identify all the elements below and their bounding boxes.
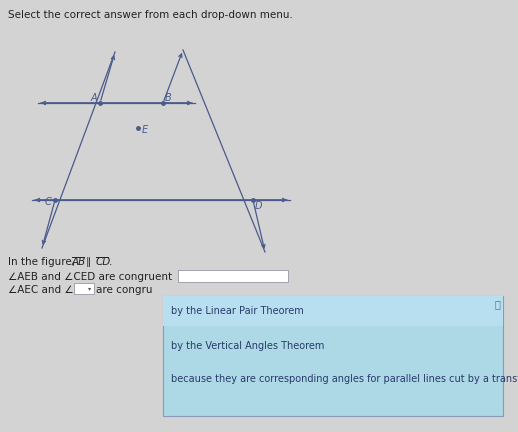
Text: CD: CD: [96, 257, 111, 267]
FancyBboxPatch shape: [163, 296, 503, 416]
Text: Select the correct answer from each drop-down menu.: Select the correct answer from each drop…: [8, 10, 293, 20]
Text: B: B: [165, 93, 171, 103]
Text: by the Vertical Angles Theorem: by the Vertical Angles Theorem: [171, 341, 324, 351]
Text: C: C: [45, 197, 51, 207]
Text: A: A: [91, 93, 97, 103]
FancyBboxPatch shape: [178, 270, 288, 282]
Text: by the Linear Pair Theorem: by the Linear Pair Theorem: [171, 306, 304, 316]
Text: ∠AEC and ∠: ∠AEC and ∠: [8, 285, 74, 295]
Text: 👆: 👆: [494, 299, 500, 309]
Text: In the figure,: In the figure,: [8, 257, 78, 267]
Text: are congru: are congru: [96, 285, 152, 295]
Text: AB: AB: [72, 257, 87, 267]
Text: ▾: ▾: [88, 286, 91, 291]
Text: .: .: [109, 257, 112, 267]
Text: E: E: [142, 125, 148, 135]
Text: D: D: [254, 201, 262, 211]
Text: ∥: ∥: [86, 257, 91, 267]
FancyBboxPatch shape: [163, 296, 503, 326]
Text: ∠AEB and ∠CED are congruent: ∠AEB and ∠CED are congruent: [8, 272, 172, 282]
Text: because they are corresponding angles for parallel lines cut by a transversal: because they are corresponding angles fo…: [171, 374, 518, 384]
FancyBboxPatch shape: [74, 283, 94, 294]
